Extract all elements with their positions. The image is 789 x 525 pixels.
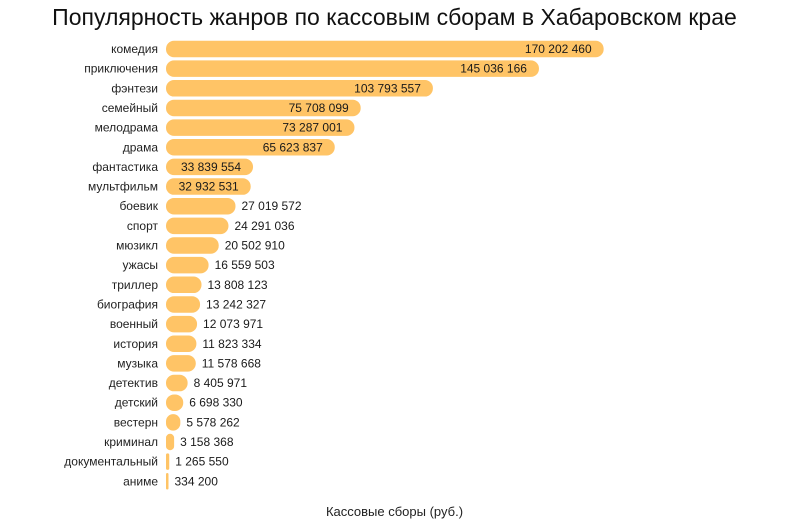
- value-label: 20 502 910: [225, 239, 285, 253]
- category-label: фэнтези: [111, 81, 158, 95]
- value-label: 12 073 971: [203, 317, 263, 331]
- value-label: 65 623 837: [263, 140, 323, 154]
- bar-11: [166, 237, 219, 254]
- category-label: фантастика: [92, 160, 158, 174]
- bar-4: [166, 99, 361, 117]
- value-label: 3 158 368: [180, 435, 234, 449]
- value-label: 170 202 460: [525, 42, 592, 56]
- category-label: приключения: [84, 62, 158, 76]
- value-label: 13 242 327: [206, 297, 266, 311]
- value-label: 16 559 503: [215, 258, 275, 272]
- bar-12: [166, 256, 209, 274]
- category-label: боевик: [119, 199, 158, 213]
- value-label: 145 036 166: [460, 62, 527, 76]
- category-label: детский: [115, 396, 158, 410]
- value-label: 11 823 334: [202, 337, 261, 351]
- category-label: мюзикл: [116, 239, 158, 253]
- category-label: документальный: [64, 455, 158, 469]
- category-label: военный: [110, 317, 158, 331]
- value-label: 5 578 262: [186, 415, 240, 429]
- bar-6: [166, 139, 335, 156]
- category-label: вестерн: [114, 415, 158, 429]
- category-label: криминал: [104, 435, 158, 449]
- category-label: ужасы: [123, 258, 158, 272]
- value-label: 73 287 001: [282, 121, 342, 135]
- bar-7: [166, 158, 254, 176]
- category-label: триллер: [112, 278, 159, 292]
- bar-20: [166, 414, 181, 431]
- bar-19: [166, 394, 184, 411]
- category-label: семейный: [102, 101, 158, 115]
- category-label: драма: [123, 140, 159, 154]
- bar-22: [166, 453, 170, 470]
- value-label: 8 405 971: [194, 376, 248, 390]
- value-label: 13 808 123: [208, 278, 268, 292]
- value-label: 1 265 550: [175, 455, 229, 469]
- value-label: 32 932 531: [179, 180, 239, 194]
- bar-3: [166, 80, 433, 97]
- bar-23: [166, 473, 169, 490]
- category-label: биография: [97, 297, 158, 311]
- category-label: спорт: [127, 219, 159, 233]
- category-label: история: [113, 337, 158, 351]
- bar-18: [166, 374, 188, 392]
- bar-5: [166, 119, 355, 136]
- category-label: аниме: [123, 474, 158, 488]
- category-label: музыка: [117, 356, 158, 370]
- bar-8: [166, 178, 251, 195]
- category-label: мелодрама: [95, 121, 159, 135]
- chart-title: Популярность жанров по кассовым сборам в…: [52, 4, 737, 30]
- bar-14: [166, 296, 201, 313]
- value-label: 33 839 554: [181, 160, 241, 174]
- bar-16: [166, 335, 197, 352]
- category-label: детектив: [109, 376, 158, 390]
- value-label: 24 291 036: [234, 219, 294, 233]
- bar-10: [166, 217, 229, 235]
- value-label: 334 200: [175, 474, 219, 488]
- x-axis-label: Кассовые сборы (руб.): [325, 504, 464, 519]
- bar-13: [166, 276, 202, 294]
- value-label: 6 698 330: [189, 396, 243, 410]
- category-label: комедия: [111, 42, 158, 56]
- bar-2: [166, 60, 539, 77]
- value-label: 103 793 557: [354, 81, 421, 95]
- value-label: 75 708 099: [289, 101, 349, 115]
- bar-15: [166, 315, 198, 333]
- bar-17: [166, 355, 196, 372]
- bar-21: [166, 433, 175, 451]
- category-label: мультфильм: [88, 180, 158, 194]
- value-label: 11 578 668: [202, 356, 261, 370]
- bar-1: [166, 40, 604, 58]
- value-label: 27 019 572: [241, 199, 301, 213]
- bar-9: [166, 197, 236, 215]
